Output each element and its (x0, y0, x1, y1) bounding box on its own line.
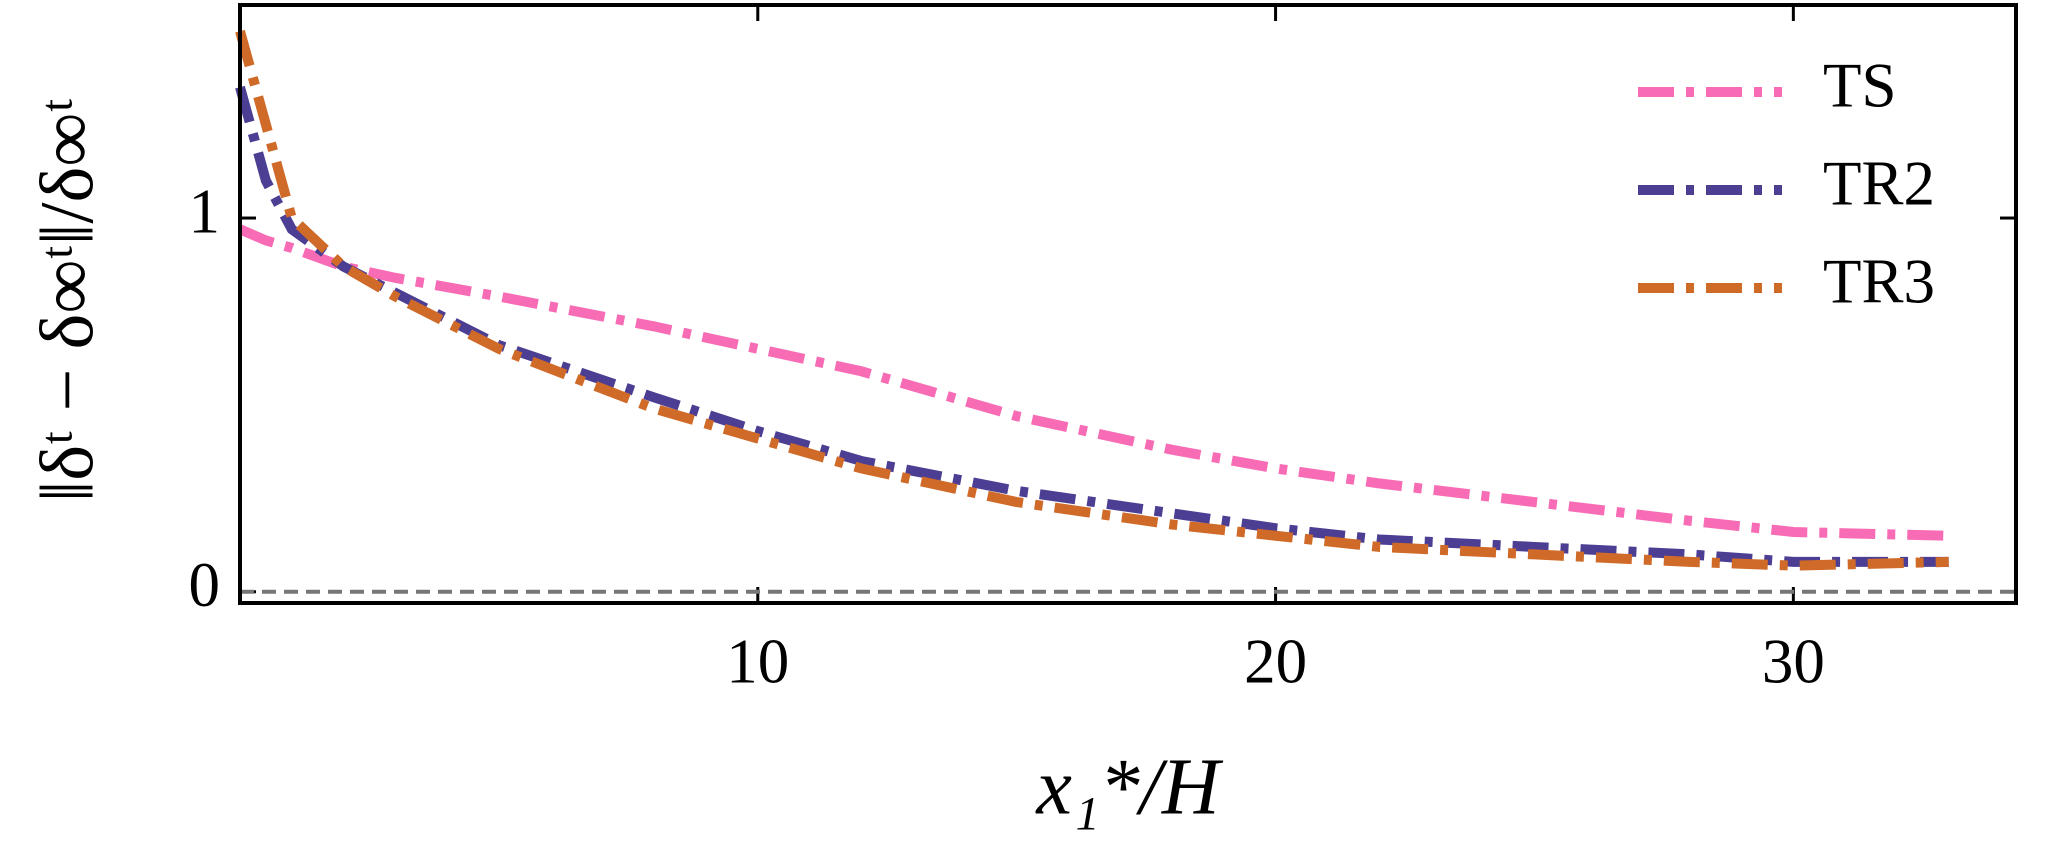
x-axis-label: x₁*/H (1035, 743, 1224, 831)
y-axis-label: ‖δᵗ − δ∞ᵗ‖/δ∞ᵗ (25, 98, 109, 502)
x-tick-label: 20 (1244, 626, 1307, 696)
series-line (235, 29, 1949, 571)
plot-frame (238, 3, 2018, 605)
series-line (235, 85, 1949, 567)
y-tick-label: 1 (189, 176, 221, 246)
legend-label: TR3 (1823, 246, 1935, 316)
series-line (238, 224, 1949, 541)
x-tick-label: 30 (1762, 626, 1825, 696)
legend-label: TR2 (1823, 148, 1935, 218)
legend-label: TS (1823, 50, 1897, 120)
y-tick-label: 0 (189, 550, 221, 620)
x-tick-label: 10 (726, 626, 789, 696)
